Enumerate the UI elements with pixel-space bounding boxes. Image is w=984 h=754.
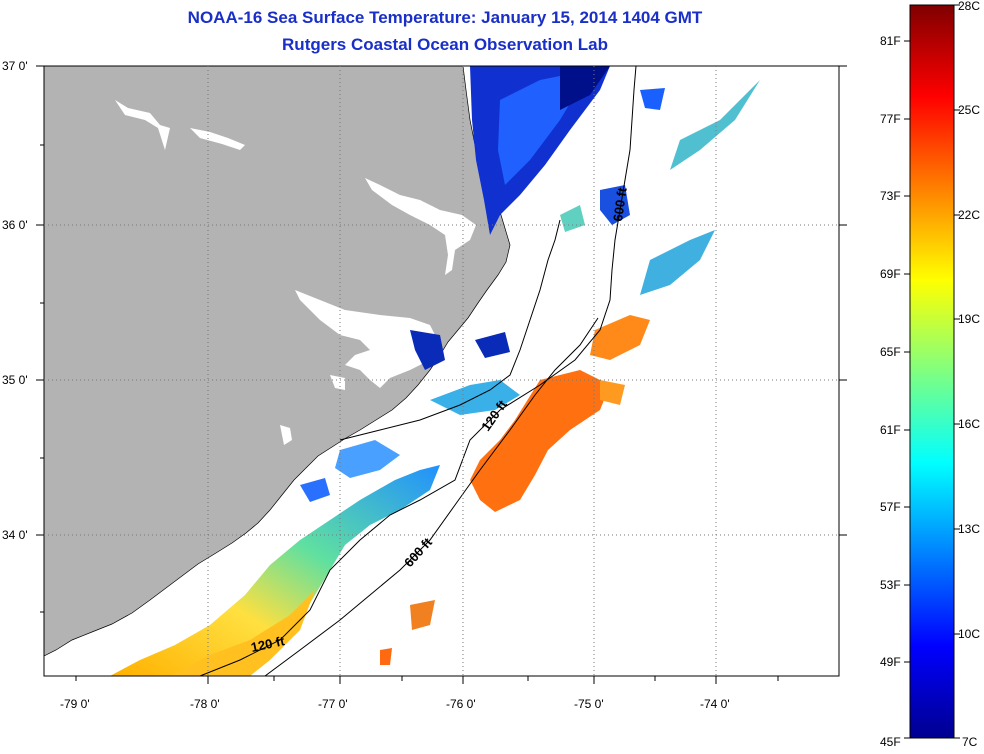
colorbar-f-label: 49F (880, 655, 901, 669)
colorbar-c-label: 25C (958, 103, 980, 117)
contour-shelf-inner (339, 219, 561, 441)
colorbar-f-label: 77F (880, 112, 901, 126)
lon-label-74: -74 0' (700, 697, 730, 711)
lon-label-78: -78 0' (190, 697, 220, 711)
colorbar-f-label: 81F (880, 34, 901, 48)
colorbar-c-label: 22C (958, 208, 980, 222)
map-title: NOAA-16 Sea Surface Temperature: January… (187, 8, 703, 27)
colorbar-gradient (909, 4, 955, 739)
graticule (44, 66, 839, 676)
land-mass (44, 66, 511, 657)
lat-label-37: 37 0' (2, 59, 28, 73)
colorbar-c-label: 10C (958, 627, 980, 641)
map-subtitle: Rutgers Coastal Ocean Observation Lab (282, 35, 608, 54)
lon-label-76: -76 0' (446, 697, 476, 711)
colorbar-ticks (904, 4, 960, 739)
axis-ticks (36, 65, 847, 684)
sst-warm-gulfstream (380, 315, 650, 665)
contour-120ft (199, 66, 637, 676)
colorbar-f-label: 69F (880, 267, 901, 281)
lon-label-75: -75 0' (574, 697, 604, 711)
colorbar-f-label: 45F (880, 735, 901, 749)
colorbar-f-label: 65F (880, 345, 901, 359)
map-panel (44, 66, 839, 676)
contour-label-600ft-north: 600 ft (610, 186, 630, 222)
lat-label-35: 35 0' (2, 373, 28, 387)
sst-cold-patch-north (410, 66, 665, 370)
inland-water (115, 100, 476, 445)
contour-label-120ft-south: 120 ft (250, 633, 287, 655)
lon-label-79: -79 0' (60, 697, 90, 711)
colorbar-c-label: 28C (958, 0, 980, 13)
colorbar-f-label: 57F (880, 500, 901, 514)
colorbar-f-label: 73F (880, 189, 901, 203)
lat-label-34: 34 0' (2, 528, 28, 542)
colorbar-c-label: 16C (958, 417, 980, 431)
map-frame (43, 65, 840, 677)
lon-label-77: -77 0' (318, 697, 348, 711)
contour-600ft (264, 317, 599, 676)
colorbar-f-label: 53F (880, 578, 901, 592)
bathymetry-contours (199, 66, 637, 676)
colorbar: 81F 77F 73F 69F 65F 61F 57F 53F 49F 45F … (880, 0, 980, 749)
colorbar-c-label: 13C (958, 522, 980, 536)
colorbar-c-label: 7C (962, 735, 978, 749)
colorbar-c-label: 19C (958, 312, 980, 326)
colorbar-f-label: 61F (880, 423, 901, 437)
lat-label-36: 36 0' (2, 218, 28, 232)
